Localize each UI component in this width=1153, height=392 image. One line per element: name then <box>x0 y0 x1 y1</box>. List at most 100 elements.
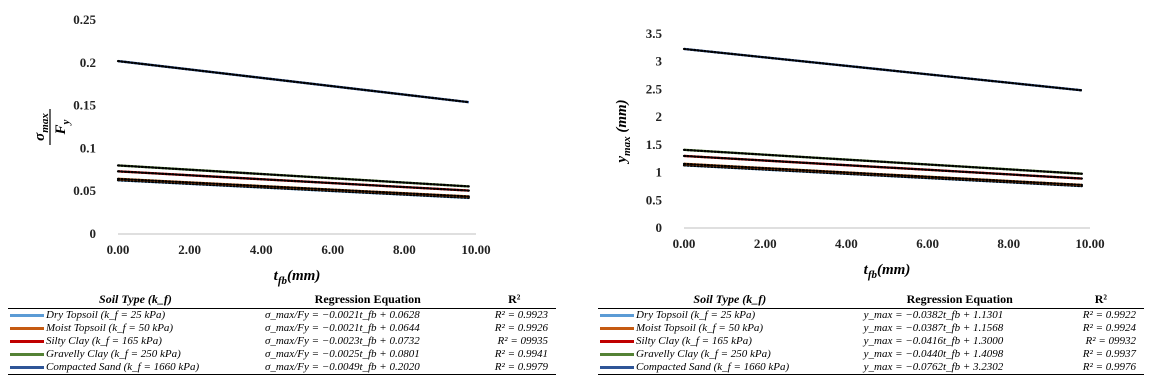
trendline-3 <box>116 164 470 188</box>
legend-table-stress: Soil Type (k_f) Regression Equation R² D… <box>8 292 556 375</box>
legend-r2: R² = 0.9979 <box>472 361 556 375</box>
trendline-0 <box>116 179 470 199</box>
legend-header-r2: R² <box>472 292 556 309</box>
legend-series-name: Gravelly Clay (k_f = 250 kPa) <box>8 348 263 361</box>
legend-swatch <box>600 313 634 317</box>
legend-equation: σ_max/Fy = −0.0025t_fb + 0.0801 <box>264 348 420 360</box>
legend-series-name: Moist Topsoil (k_f = 50 kPa) <box>598 322 862 335</box>
trendline-2 <box>682 154 1083 180</box>
x-tick-label: 6.00 <box>916 236 939 251</box>
legend-row: Moist Topsoil (k_f = 50 kPa) y_max = −0.0… <box>598 322 1144 335</box>
legend-equation: σ_max/Fy = −0.0023t_fb + 0.0732 <box>264 335 420 347</box>
y-tick-label: 0.1 <box>80 140 96 155</box>
legend-equation: y_max = −0.0382t_fb + 1.1301 <box>863 309 1004 321</box>
y-tick-label: 0.15 <box>73 98 96 113</box>
trendline-4 <box>116 59 470 104</box>
x-tick-label: 8.00 <box>997 236 1020 251</box>
legend-series-name: Gravelly Clay (k_f = 250 kPa) <box>598 348 862 361</box>
y-tick-label: 0.5 <box>646 192 663 207</box>
legend-series-name: Moist Topsoil (k_f = 50 kPa) <box>8 322 263 335</box>
legend-series-name: Compacted Sand (k_f = 1660 kPa) <box>8 361 263 375</box>
legend-header-r2: R² <box>1057 292 1144 309</box>
legend-row: Dry Topsoil (k_f = 25 kPa) σ_max/Fy = −0.… <box>8 309 556 323</box>
legend-table-displacement: Soil Type (k_f) Regression Equation R² D… <box>598 292 1144 375</box>
x-tick-label: 6.00 <box>321 242 344 257</box>
legend-row: Silty Clay (k_f = 165 kPa) σ_max/Fy = −0.… <box>8 335 556 348</box>
legend-row: Compacted Sand (k_f = 1660 kPa) σ_max/Fy … <box>8 361 556 375</box>
chart-max-displacement: 0 0.5 1 1.5 2 2.5 3 3.5 0.00 2.00 4.00 6.00 8.00 10.0… <box>614 26 1105 281</box>
legend-row: Gravelly Clay (k_f = 250 kPa) σ_max/Fy = … <box>8 348 556 361</box>
legend-r2: R² = 0.9923 <box>494 309 548 321</box>
legend-equation: y_max = −0.0387t_fb + 1.1568 <box>863 322 1004 334</box>
trendline-1 <box>116 177 470 198</box>
y-tick-label: 0.05 <box>73 183 96 198</box>
svg-text:σmax: σmax <box>32 113 51 141</box>
x-tick-label: 8.00 <box>393 242 416 257</box>
x-tick-label: 0.00 <box>107 242 130 257</box>
y-tick-label: 0 <box>656 220 663 235</box>
legend-swatch <box>600 365 634 369</box>
x-tick-label: 0.00 <box>673 236 696 251</box>
y-axis-label: σmax Fy <box>32 109 72 145</box>
x-tick-label: 4.00 <box>835 236 858 251</box>
legend-r2: R² = 0.9924 <box>1082 322 1136 334</box>
legend-series-name: Dry Topsoil (k_f = 25 kPa) <box>598 309 862 323</box>
legend-row: Gravelly Clay (k_f = 250 kPa) y_max = −0.… <box>598 348 1144 361</box>
chart-stress-ratio: 0 0.05 0.1 0.15 0.2 0.25 0.00 2.00 4.00 6.00 8.00 1… <box>32 12 491 287</box>
x-tick-label: 10.00 <box>461 242 490 257</box>
legend-r2: R² = 0.9941 <box>494 348 548 360</box>
legend-equation: y_max = −0.0440t_fb + 1.4098 <box>863 348 1004 360</box>
legend-series-name: Compacted Sand (k_f = 1660 kPa) <box>598 361 862 375</box>
legend-header-equation: Regression Equation <box>861 292 1058 309</box>
legend-series-name: Silty Clay (k_f = 165 kPa) <box>598 335 862 348</box>
legend-r2: R² = 09932 <box>1085 335 1136 347</box>
y-axis-label: ymax (mm) <box>614 99 633 164</box>
svg-text:ymax (mm): ymax (mm) <box>614 99 633 164</box>
x-axis-label: tfb(mm) <box>864 262 911 281</box>
x-tick-label: 4.00 <box>250 242 273 257</box>
legend-r2: R² = 0.9922 <box>1082 309 1136 321</box>
y-tick-label: 3.5 <box>646 26 663 41</box>
svg-text:Fy: Fy <box>53 119 72 135</box>
legend-header-soil: Soil Type (k_f) <box>8 292 263 309</box>
y-tick-label: 1.5 <box>646 137 663 152</box>
x-tick-label: 10.00 <box>1075 236 1104 251</box>
legend-swatch <box>10 339 44 343</box>
legend-row: Dry Topsoil (k_f = 25 kPa) y_max = −0.038… <box>598 309 1144 323</box>
trendline-2 <box>116 170 470 192</box>
legend-series-name: Silty Clay (k_f = 165 kPa) <box>8 335 263 348</box>
legend-swatch <box>600 326 634 330</box>
trendline-3 <box>682 148 1083 175</box>
legend-equation: σ_max/Fy = −0.0049t_fb + 0.2020 <box>262 361 473 375</box>
legend-equation: y_max = −0.0416t_fb + 1.3000 <box>863 335 1004 347</box>
legend-r2: R² = 0.9937 <box>1082 348 1136 360</box>
trendline-0 <box>682 164 1083 188</box>
y-tick-label: 2.5 <box>646 81 663 96</box>
legend-equation: σ_max/Fy = −0.0021t_fb + 0.0628 <box>264 309 420 321</box>
legend-r2: R² = 0.9976 <box>1057 361 1144 375</box>
y-tick-label: 3 <box>656 54 663 69</box>
trendline-4 <box>682 47 1083 92</box>
y-tick-label: 0.25 <box>73 12 96 27</box>
legend-row: Compacted Sand (k_f = 1660 kPa) y_max = −… <box>598 361 1144 375</box>
x-tick-label: 2.00 <box>754 236 777 251</box>
y-tick-label: 2 <box>656 109 663 124</box>
legend-swatch <box>10 365 44 369</box>
legend-equation: y_max = −0.0762t_fb + 3.2302 <box>861 361 1058 375</box>
legend-r2: R² = 0.9926 <box>494 322 548 334</box>
legend-swatch <box>10 313 44 317</box>
legend-swatch <box>10 326 44 330</box>
legend-row: Moist Topsoil (k_f = 50 kPa) σ_max/Fy = −… <box>8 322 556 335</box>
y-tick-label: 0.2 <box>80 55 96 70</box>
legend-series-name: Dry Topsoil (k_f = 25 kPa) <box>8 309 263 323</box>
y-tick-label: 0 <box>90 226 97 241</box>
legend-r2: R² = 09935 <box>497 335 548 347</box>
legend-header-equation: Regression Equation <box>262 292 473 309</box>
legend-swatch <box>10 352 44 356</box>
y-tick-label: 1 <box>656 165 663 180</box>
x-axis-label: tfb(mm) <box>274 268 321 287</box>
legend-swatch <box>600 352 634 356</box>
trendline-1 <box>682 162 1083 187</box>
x-tick-label: 2.00 <box>178 242 201 257</box>
legend-swatch <box>600 339 634 343</box>
